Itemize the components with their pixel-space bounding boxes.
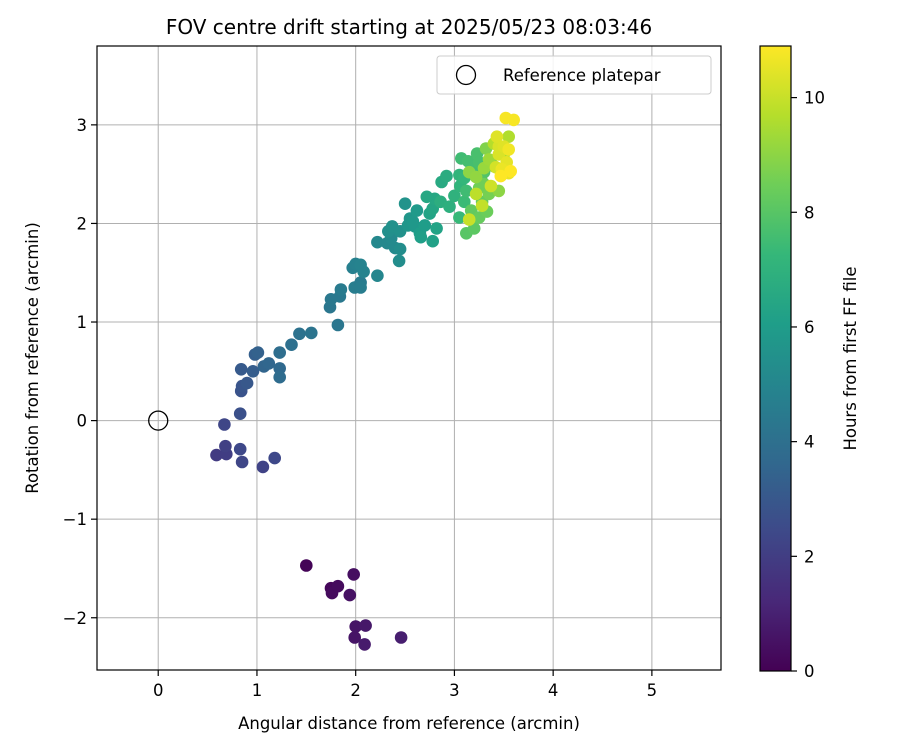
- data-point: [448, 189, 461, 203]
- data-point: [426, 234, 440, 248]
- data-point: [246, 365, 260, 378]
- data-point: [458, 195, 471, 209]
- data-point: [273, 346, 287, 359]
- axis-ticks: 0 1 2 3 4 5 −2 −1 0 1 2 3: [63, 116, 657, 700]
- data-point: [219, 439, 232, 453]
- data-point: [285, 338, 298, 352]
- data-point: [490, 130, 504, 143]
- data-point: [262, 357, 276, 370]
- data-points: [210, 111, 520, 651]
- data-point: [453, 211, 466, 224]
- data-point: [347, 568, 361, 581]
- data-point: [393, 242, 407, 256]
- x-tick-label: 1: [252, 681, 263, 700]
- data-point: [305, 326, 318, 340]
- y-tick-label: 1: [77, 313, 88, 332]
- data-point: [359, 619, 372, 632]
- data-point: [475, 199, 489, 212]
- legend-label-reference: Reference platepar: [503, 66, 661, 85]
- data-point: [293, 327, 306, 341]
- y-tick-label: 2: [77, 214, 88, 233]
- data-point: [357, 265, 370, 279]
- y-tick-label: −1: [63, 510, 87, 529]
- colorbar-tick-label: 10: [804, 89, 825, 108]
- x-tick-label: 2: [350, 681, 361, 700]
- data-point: [331, 318, 345, 332]
- data-point: [392, 254, 406, 268]
- data-point: [469, 170, 483, 184]
- data-point: [273, 370, 287, 384]
- data-point: [349, 620, 363, 633]
- data-point: [502, 130, 515, 143]
- data-point: [268, 451, 282, 465]
- data-point: [251, 346, 265, 359]
- data-point: [398, 197, 412, 210]
- chart-title: FOV centre drift starting at 2025/05/23 …: [166, 15, 652, 39]
- data-point: [234, 363, 248, 376]
- legend: Reference platepar: [436, 55, 712, 95]
- data-point: [462, 213, 476, 226]
- plot-frame: [96, 45, 722, 671]
- x-tick-label: 3: [449, 681, 460, 700]
- data-point: [443, 200, 456, 213]
- legend-marker-reference: [455, 64, 477, 86]
- colorbar-ticks: 0 2 4 6 8 10: [791, 89, 825, 681]
- y-tick-label: −2: [63, 609, 87, 628]
- data-point: [469, 187, 483, 201]
- data-point: [218, 418, 231, 431]
- reference-point: [148, 410, 169, 431]
- colorbar-tick-label: 0: [804, 662, 815, 681]
- data-point: [334, 283, 348, 296]
- y-tick-label: 3: [77, 116, 88, 135]
- data-point: [394, 631, 408, 644]
- data-point: [256, 460, 270, 474]
- data-point: [507, 113, 520, 127]
- x-tick-label: 4: [548, 681, 559, 700]
- y-axis-label: Rotation from reference (arcmin): [23, 222, 42, 494]
- legend-box: [436, 55, 712, 95]
- data-point: [430, 222, 443, 235]
- data-point: [235, 455, 249, 469]
- data-point: [300, 559, 313, 572]
- data-point: [414, 230, 428, 244]
- colorbar-tick-label: 8: [804, 203, 815, 222]
- colorbar-gradient: [759, 45, 792, 672]
- data-point: [348, 631, 362, 644]
- data-point: [504, 164, 517, 178]
- data-point: [371, 235, 384, 249]
- colorbar-tick-label: 6: [804, 318, 815, 337]
- colorbar-tick-label: 2: [804, 547, 815, 566]
- data-point: [210, 448, 223, 462]
- data-point: [358, 638, 371, 651]
- data-point: [273, 362, 287, 375]
- data-point: [410, 204, 424, 217]
- data-point: [240, 376, 254, 390]
- data-point: [331, 579, 345, 593]
- x-axis-label: Angular distance from reference (arcmin): [238, 714, 580, 733]
- data-point: [460, 184, 473, 198]
- data-point: [420, 190, 434, 204]
- data-point: [418, 219, 432, 232]
- data-point: [233, 407, 247, 421]
- data-point: [502, 143, 515, 156]
- grid: [97, 46, 721, 670]
- colorbar-tick-label: 4: [804, 433, 815, 452]
- data-point: [343, 588, 357, 602]
- colorbar: 0 2 4 6 8 10 Hours from first FF file: [759, 45, 860, 681]
- data-point: [484, 179, 498, 193]
- data-point: [494, 169, 508, 183]
- data-point: [406, 215, 420, 228]
- data-point: [233, 442, 247, 456]
- colorbar-label: Hours from first FF file: [841, 266, 860, 450]
- x-tick-label: 5: [647, 681, 658, 700]
- y-tick-label: 0: [77, 412, 88, 431]
- data-point: [354, 281, 367, 294]
- x-tick-label: 0: [153, 681, 164, 700]
- data-point: [440, 169, 453, 183]
- data-point: [371, 269, 384, 283]
